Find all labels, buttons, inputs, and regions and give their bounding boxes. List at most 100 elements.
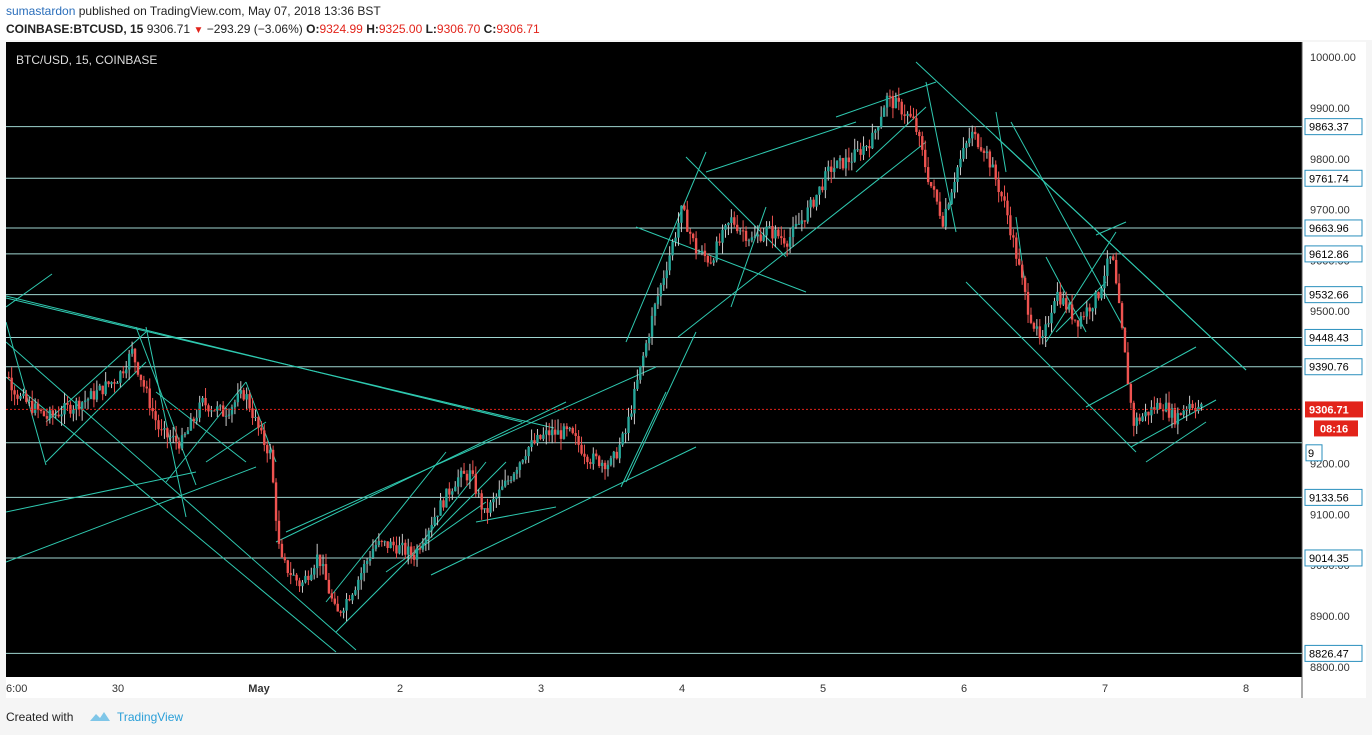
candle-body — [1106, 258, 1109, 276]
trend-line — [5, 471, 197, 513]
candle-body — [483, 508, 486, 510]
price-tick-label: 10000.00 — [1310, 52, 1356, 64]
candle-body — [856, 149, 859, 151]
candle-body — [456, 477, 460, 487]
candle-body — [815, 194, 818, 207]
candle-body — [571, 427, 574, 434]
candle-body — [926, 167, 930, 183]
candle-body — [803, 220, 806, 222]
trend-line — [155, 391, 247, 463]
candle-body — [612, 451, 616, 459]
candle-body — [1009, 215, 1012, 236]
candle-body — [57, 414, 60, 417]
candle-body — [260, 427, 263, 431]
candle-body — [938, 201, 942, 216]
trend-line — [1145, 421, 1207, 463]
candle-body — [1120, 303, 1124, 328]
candle-body — [315, 554, 319, 569]
trend-line — [635, 226, 807, 293]
candle-body — [386, 541, 389, 548]
candle-body — [536, 434, 539, 443]
candle-body — [454, 486, 457, 492]
candle-body — [283, 557, 287, 561]
candle-body — [929, 182, 933, 187]
candle-body — [45, 416, 49, 419]
candle-body — [838, 157, 842, 161]
candle-body — [42, 411, 46, 417]
candle-body — [583, 453, 586, 457]
price-chart[interactable]: 10000.009900.009800.009700.009600.009500… — [5, 42, 1366, 698]
candle-body — [298, 580, 301, 587]
price-tick-label: 9800.00 — [1310, 154, 1350, 166]
candle-body — [451, 491, 454, 495]
candle-body — [788, 237, 792, 247]
candle-body — [915, 118, 918, 132]
trend-line — [1095, 221, 1127, 236]
candle-body — [653, 304, 657, 316]
candle-body — [706, 256, 710, 263]
candle-body — [474, 473, 477, 494]
candle-body — [277, 520, 281, 544]
time-tick-label: 7 — [1102, 683, 1108, 695]
candle-body — [674, 237, 677, 242]
trend-line — [405, 461, 487, 563]
candle-body — [642, 355, 645, 367]
level-badge-label: 9014.35 — [1309, 553, 1349, 565]
trend-line — [1085, 346, 1197, 408]
candle-body — [125, 369, 128, 374]
candle-body — [988, 151, 992, 168]
candle-body — [503, 480, 507, 487]
candle-body — [1179, 413, 1182, 415]
tradingview-link[interactable]: TradingView — [117, 710, 184, 724]
candle-body — [721, 229, 724, 243]
level-badge — [1304, 118, 1363, 136]
created-with-label: Created with — [6, 710, 74, 724]
candle-body — [151, 408, 154, 412]
candle-body — [850, 161, 853, 163]
level-badge-label: 9532.66 — [1309, 290, 1349, 302]
candle-body — [1067, 304, 1071, 310]
candle-body — [33, 403, 37, 413]
candle-body — [827, 166, 830, 172]
candle-body — [83, 400, 87, 403]
candle-body — [48, 410, 52, 419]
author-link[interactable]: sumastardon — [6, 4, 76, 18]
candle-body — [89, 391, 93, 399]
candle-body — [1167, 402, 1171, 418]
candle-body — [307, 575, 310, 580]
candle-body — [489, 502, 492, 513]
candle-body — [603, 462, 607, 470]
candle-body — [727, 222, 730, 226]
trend-line — [995, 136, 1247, 371]
candle-body — [897, 97, 900, 102]
candle-body — [163, 428, 166, 430]
candle-body — [1044, 324, 1047, 337]
trend-line — [5, 295, 523, 423]
time-axis[interactable] — [6, 677, 1302, 698]
candle-body — [865, 146, 868, 148]
candle-body — [509, 480, 513, 482]
candle-body — [401, 542, 404, 546]
candle-body — [900, 101, 903, 115]
candle-body — [821, 186, 824, 191]
candle-body — [574, 433, 577, 437]
candle-body — [1088, 307, 1091, 312]
candle-body — [245, 394, 248, 400]
chart-title: BTC/USD, 15, COINBASE — [16, 53, 157, 67]
candle-body — [407, 546, 410, 555]
candle-body — [1126, 352, 1130, 385]
candle-body — [224, 415, 228, 417]
chart-area[interactable]: 10000.009900.009800.009700.009600.009500… — [5, 42, 1366, 698]
candle-body — [348, 598, 351, 601]
candle-body — [304, 575, 307, 583]
candle-body — [824, 171, 827, 191]
time-tick-label: 6 — [961, 683, 967, 695]
candle-body — [313, 568, 316, 575]
candle-body — [113, 382, 116, 384]
candle-body — [718, 241, 721, 243]
candle-body — [909, 113, 912, 117]
candle-body — [1182, 410, 1185, 415]
candle-body — [765, 226, 768, 236]
high-label: H: — [366, 22, 379, 36]
candle-body — [98, 385, 101, 391]
